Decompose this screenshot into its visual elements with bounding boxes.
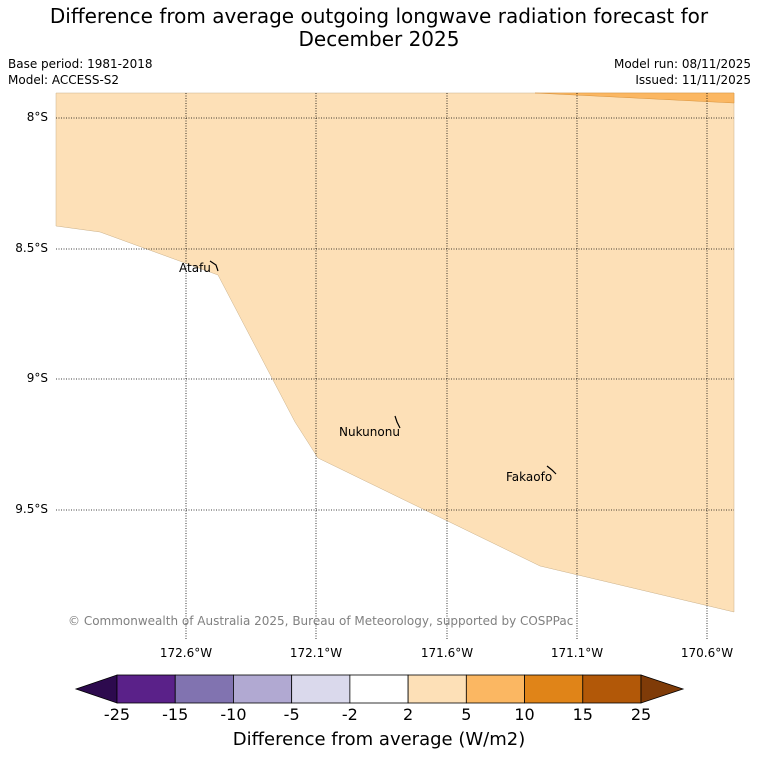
colorbar-tick-label: 2 — [403, 705, 414, 724]
colorbar-bin — [233, 674, 293, 704]
island-atafu-outline — [209, 260, 219, 272]
chart-title: Difference from average outgoing longwav… — [49, 4, 709, 51]
colorbar-over-arrow — [640, 674, 685, 704]
colorbar-bin — [582, 674, 642, 704]
copyright-notice: © Commonwealth of Australia 2025, Bureau… — [68, 614, 574, 628]
colorbar-bin — [349, 674, 409, 704]
colorbar-bin — [524, 674, 584, 704]
issued-date: Issued: 11/11/2025 — [635, 73, 751, 87]
lat-label-9-5: 9.5°S — [15, 502, 48, 516]
colorbar-tick-label: -5 — [283, 705, 300, 724]
colorbar-tick-label: 25 — [630, 705, 652, 724]
lon-label-172-1: 172.1°W — [289, 646, 343, 660]
lon-label-172-6: 172.6°W — [159, 646, 213, 660]
anomaly-region-light-orange — [55, 92, 735, 613]
colorbar-tick-label: 10 — [514, 705, 535, 724]
colorbar-bins — [116, 674, 642, 704]
lon-label-171-6: 171.6°W — [420, 646, 474, 660]
place-label-atafu: Atafu — [179, 261, 211, 275]
colorbar-tick-label: -2 — [341, 705, 358, 724]
colorbar-under-arrow — [74, 674, 118, 704]
island-nukunonu-outline — [394, 415, 401, 429]
anomaly-region-orange — [534, 92, 735, 104]
model-run: Model run: 08/11/2025 — [613, 57, 751, 71]
lon-label-170-6: 170.6°W — [680, 646, 734, 660]
base-period: Base period: 1981-2018 — [8, 57, 153, 71]
island-fakaofo-outline — [546, 465, 557, 475]
colorbar-bin — [291, 674, 351, 704]
meta-left: Base period: 1981-2018 Model: ACCESS-S2 — [8, 56, 153, 88]
lat-label-8-5: 8.5°S — [15, 241, 48, 255]
colorbar-bin — [174, 674, 234, 704]
place-label-fakaofo: Fakaofo — [506, 470, 553, 484]
model-name: Model: ACCESS-S2 — [8, 73, 120, 87]
lat-label-8: 8°S — [26, 110, 48, 124]
colorbar-tick-label: 5 — [461, 705, 472, 724]
meta-right: Model run: 08/11/2025 Issued: 11/11/2025 — [614, 56, 751, 88]
colorbar-tick-label: -15 — [162, 705, 189, 724]
lat-label-9: 9°S — [26, 371, 48, 385]
colorbar-tick-label: -10 — [220, 705, 247, 724]
colorbar-tick-label: -25 — [103, 705, 131, 724]
colorbar-bin — [407, 674, 467, 704]
colorbar-tick-label: 15 — [572, 705, 593, 724]
place-label-nukunonu: Nukunonu — [339, 425, 400, 439]
colorbar-bin — [116, 674, 176, 704]
colorbar-label: Difference from average (W/m2) — [232, 729, 526, 750]
colorbar-bin — [465, 674, 525, 704]
lon-label-171-1: 171.1°W — [550, 646, 604, 660]
